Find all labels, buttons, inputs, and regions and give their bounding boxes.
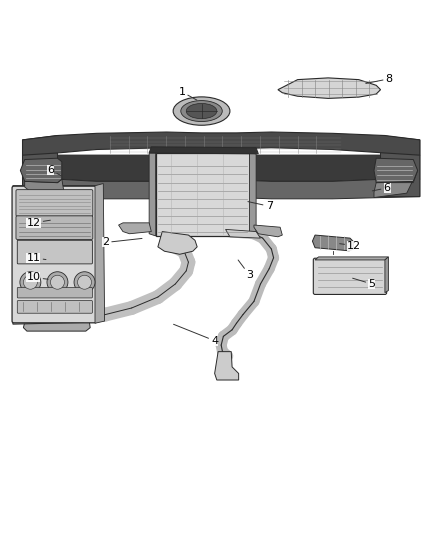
Ellipse shape [74, 272, 95, 293]
Polygon shape [374, 158, 418, 183]
Polygon shape [158, 231, 197, 254]
Text: 6: 6 [372, 183, 391, 193]
Polygon shape [315, 257, 389, 260]
Ellipse shape [50, 275, 64, 289]
Text: 3: 3 [238, 260, 253, 280]
FancyBboxPatch shape [16, 190, 93, 216]
FancyBboxPatch shape [313, 258, 387, 294]
Polygon shape [23, 313, 90, 331]
Ellipse shape [173, 97, 230, 125]
Polygon shape [22, 179, 420, 199]
FancyBboxPatch shape [17, 301, 92, 313]
Polygon shape [20, 158, 62, 183]
Text: 6: 6 [47, 165, 61, 176]
FancyBboxPatch shape [17, 287, 92, 298]
Text: 11: 11 [26, 253, 46, 263]
FancyBboxPatch shape [17, 240, 92, 264]
Polygon shape [25, 179, 64, 192]
Polygon shape [278, 78, 381, 99]
Text: 7: 7 [248, 201, 273, 211]
Polygon shape [215, 352, 239, 380]
Text: 4: 4 [173, 324, 218, 346]
Polygon shape [33, 212, 73, 227]
Ellipse shape [23, 275, 37, 289]
Polygon shape [13, 185, 97, 324]
Text: 1: 1 [178, 87, 197, 100]
Polygon shape [149, 153, 155, 236]
Ellipse shape [78, 275, 92, 289]
Text: 5: 5 [353, 278, 375, 289]
FancyBboxPatch shape [12, 186, 97, 323]
Polygon shape [385, 257, 389, 293]
Polygon shape [22, 155, 420, 181]
Polygon shape [374, 171, 418, 198]
Polygon shape [312, 235, 353, 251]
Polygon shape [155, 153, 250, 236]
Text: 10: 10 [26, 272, 48, 282]
Polygon shape [226, 229, 261, 238]
Polygon shape [250, 153, 256, 236]
Polygon shape [381, 135, 420, 197]
Polygon shape [254, 225, 283, 237]
Ellipse shape [181, 101, 222, 122]
Polygon shape [22, 135, 57, 197]
Polygon shape [25, 313, 88, 324]
Polygon shape [22, 132, 420, 155]
Polygon shape [119, 223, 151, 234]
Text: 8: 8 [366, 74, 393, 84]
Ellipse shape [186, 103, 217, 119]
Polygon shape [95, 183, 105, 323]
Text: 12: 12 [339, 240, 361, 251]
FancyBboxPatch shape [16, 216, 93, 239]
Ellipse shape [20, 272, 41, 293]
Polygon shape [149, 147, 258, 154]
Ellipse shape [47, 272, 68, 293]
Text: 2: 2 [102, 238, 142, 247]
Text: 12: 12 [26, 218, 50, 228]
